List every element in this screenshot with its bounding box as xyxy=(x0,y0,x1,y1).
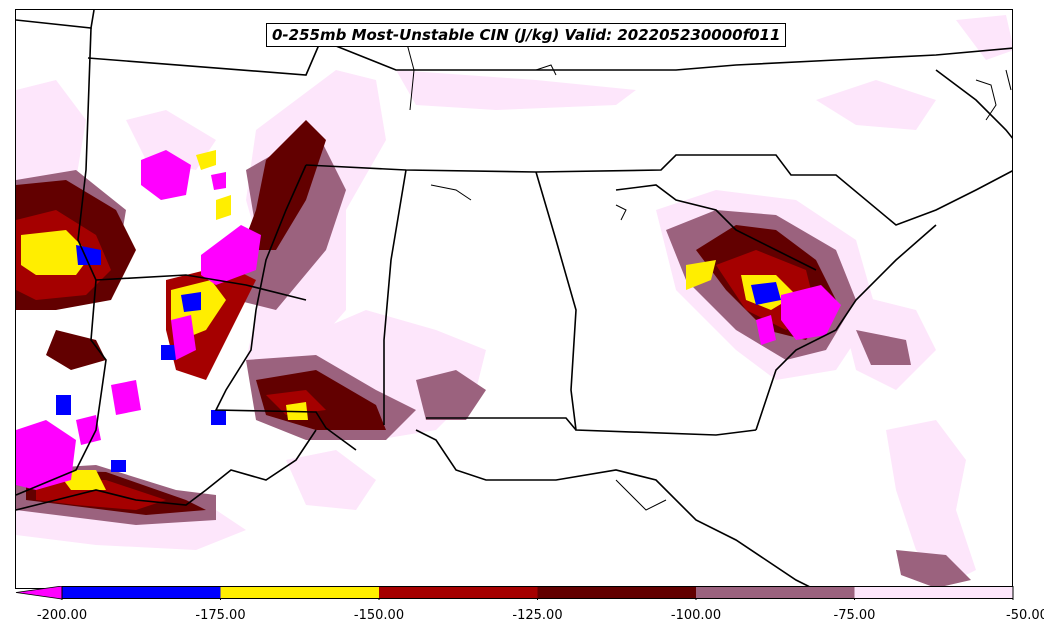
map-title: 0-255mb Most-Unstable CIN (J/kg) Valid: … xyxy=(266,23,787,47)
colorbar-tick-label: -100.00 xyxy=(670,608,722,623)
colorbar-tick-label: -50.00 xyxy=(1006,608,1044,623)
colorbar-bin-3 xyxy=(537,586,696,599)
colorbar-tick-label: -175.00 xyxy=(195,608,246,623)
colorbar-tick-label: -125.00 xyxy=(512,608,563,623)
cin-field-blue xyxy=(56,245,781,472)
colorbar-bin-4 xyxy=(696,586,855,599)
colorbar-tick-label: -75.00 xyxy=(833,608,876,623)
colorbar-bin-2 xyxy=(379,586,538,599)
colorbar-bin-0 xyxy=(62,586,221,599)
colorbar-under-triangle xyxy=(15,586,63,600)
colorbar-bin-1 xyxy=(220,586,379,599)
colorbar-tick-label: -200.00 xyxy=(36,608,88,623)
colorbar-outline xyxy=(61,586,1014,599)
cin-map xyxy=(16,10,1012,588)
colorbar-bin-5 xyxy=(854,586,1013,599)
cin-field-magenta xyxy=(16,150,841,490)
colorbar xyxy=(15,586,1014,600)
colorbar-tick-label: -150.00 xyxy=(353,608,405,623)
state-boundaries xyxy=(16,10,1012,588)
map-panel: 0-255mb Most-Unstable CIN (J/kg) Valid: … xyxy=(15,9,1013,589)
coastline-details xyxy=(405,39,1012,511)
